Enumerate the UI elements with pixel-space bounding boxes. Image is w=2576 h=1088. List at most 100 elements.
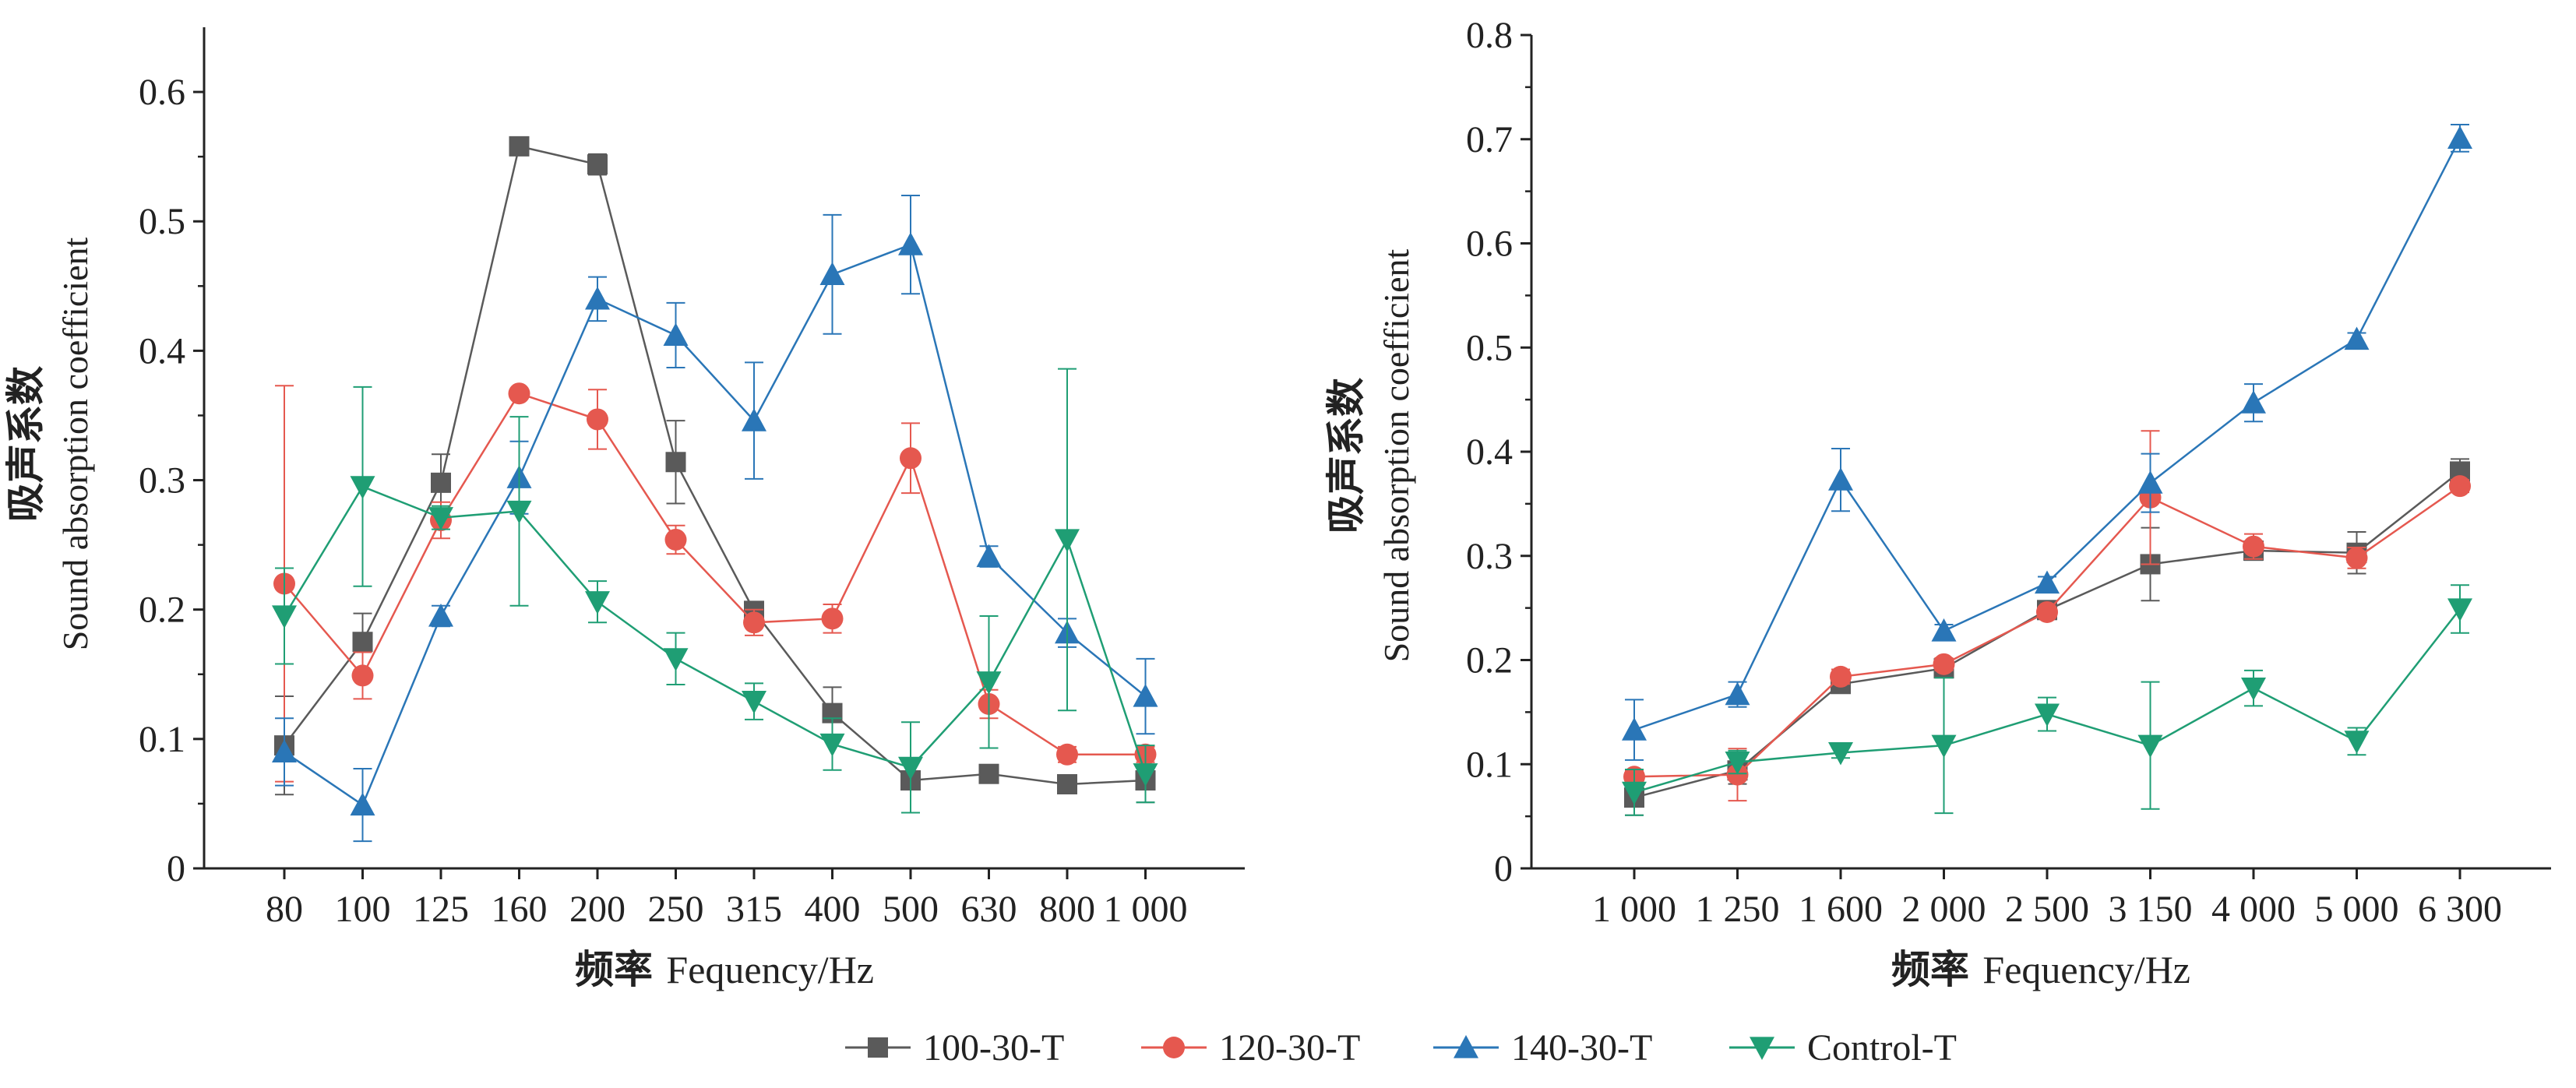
data-point: [2447, 125, 2472, 150]
data-point: [1622, 781, 1647, 805]
series-Control-T: [272, 368, 1158, 814]
y-axis-title-cn: 吸声系数: [3, 366, 48, 522]
series-line: [284, 392, 1146, 756]
x-tick-label: 1 000: [1592, 889, 1676, 930]
data-point: [819, 733, 845, 757]
y-tick-label: 0.1: [139, 719, 185, 760]
x-axis-title-en: Fequency/Hz: [1982, 948, 2190, 991]
y-tick-label: 0: [1494, 848, 1513, 889]
data-point: [587, 408, 608, 431]
legend-label: 100-30-T: [923, 1027, 1064, 1069]
legend-label: 140-30-T: [1511, 1027, 1652, 1069]
x-tick-label: 400: [805, 889, 861, 930]
x-tick-label: 160: [492, 889, 548, 930]
data-point: [1056, 743, 1078, 766]
series-Control-T: [1622, 584, 2472, 816]
data-point: [350, 476, 375, 499]
data-point: [2344, 326, 2370, 350]
data-point: [272, 739, 297, 763]
y-tick-label: 0.7: [1466, 119, 1513, 160]
y-tick-label: 0.5: [139, 201, 185, 242]
legend-marker: [1750, 1037, 1774, 1060]
data-point: [742, 408, 766, 431]
y-tick-label: 0.8: [1466, 15, 1513, 56]
x-tick-label: 630: [961, 889, 1017, 930]
x-tick-label: 800: [1039, 889, 1095, 930]
data-point: [976, 671, 1002, 695]
legend-label: 120-30-T: [1219, 1027, 1360, 1069]
x-tick-label: 5 000: [2315, 889, 2399, 930]
series-120-30-T: [1623, 430, 2471, 802]
x-tick-label: 250: [648, 889, 704, 930]
x-axis-title: 频率 Fequency/Hz: [1891, 947, 2190, 992]
legend-item-140-30-T: 140-30-T: [1433, 1027, 1652, 1069]
chart-panel-right: 0 0.1 0.2 0.3 0.4 0.5 0.6 0.7 0.8 1 000 1 250 1 600…: [1323, 15, 2551, 992]
x-tick-label: 200: [569, 889, 625, 930]
y-tick-label: 0.6: [1466, 224, 1513, 265]
data-point: [819, 262, 845, 285]
data-point: [742, 691, 766, 714]
series-line: [283, 485, 1147, 775]
data-point: [2449, 475, 2471, 498]
series-line: [1633, 485, 2461, 778]
series-line: [1633, 137, 2461, 731]
x-tick-label: 6 300: [2418, 889, 2502, 930]
data-point: [431, 472, 451, 493]
data-point: [663, 322, 689, 347]
y-tick-label: 0.6: [139, 72, 185, 113]
legend-marker: [1163, 1037, 1185, 1058]
y-tick-label: 0.4: [1466, 431, 1513, 473]
data-point: [1828, 741, 1853, 766]
data-point: [898, 232, 923, 255]
data-point: [428, 604, 453, 627]
data-point: [2137, 470, 2163, 494]
x-tick-label: 315: [726, 889, 782, 930]
data-point: [821, 607, 844, 630]
data-point: [900, 447, 922, 470]
x-tick-label: 4 000: [2211, 889, 2296, 930]
data-point: [2036, 600, 2058, 623]
series-100-30-T: [274, 136, 1156, 804]
y-axis-title-en: Sound absorption coefficient: [55, 237, 95, 650]
data-point: [1057, 774, 1077, 794]
data-point: [1931, 734, 1957, 759]
x-axis-title-cn: 频率: [1891, 947, 1982, 992]
x-tick-label: 1 600: [1799, 889, 1883, 930]
x-axis-title: 频率 Fequency/Hz: [575, 947, 874, 992]
data-point: [2344, 731, 2370, 754]
data-point: [1933, 653, 1955, 675]
data-point: [1830, 665, 1852, 688]
x-axis-title-cn: 频率: [575, 947, 666, 992]
data-point: [665, 452, 686, 473]
data-point: [2035, 570, 2060, 594]
data-point: [1828, 467, 1853, 491]
x-tick-label: 1 250: [1696, 889, 1780, 930]
data-point: [978, 763, 999, 784]
x-tick-label: 80: [266, 889, 303, 930]
legend-item-Control-T: Control-T: [1729, 1027, 1957, 1069]
x-tick-label: 3 150: [2109, 889, 2193, 930]
data-point: [2345, 547, 2368, 569]
series-120-30-T: [273, 382, 1157, 783]
data-point: [1725, 751, 1750, 775]
data-point: [2241, 678, 2266, 701]
data-point: [272, 605, 297, 629]
chart-panel-left: 0 0.1 0.2 0.3 0.4 0.5 0.6 80 100 125 160 200 250 315 4…: [3, 27, 1245, 992]
data-point: [2137, 734, 2163, 759]
data-point: [1725, 681, 1750, 706]
series-line: [284, 243, 1147, 807]
legend: 100-30-T 120-30-T 140-30-T Control-T: [845, 1027, 1957, 1069]
legend-item-100-30-T: 100-30-T: [845, 1027, 1064, 1069]
legend-marker: [1454, 1035, 1478, 1058]
legend-marker: [868, 1037, 888, 1058]
data-point: [587, 154, 608, 175]
x-tick-label: 2 000: [1902, 889, 1986, 930]
data-point: [898, 756, 923, 780]
y-tick-label: 0: [167, 848, 185, 889]
series-line: [284, 145, 1146, 786]
data-point: [976, 544, 1002, 568]
y-axis-title-cn: 吸声系数: [1323, 378, 1369, 533]
series-line: [1633, 470, 2461, 799]
data-point: [2243, 535, 2264, 558]
